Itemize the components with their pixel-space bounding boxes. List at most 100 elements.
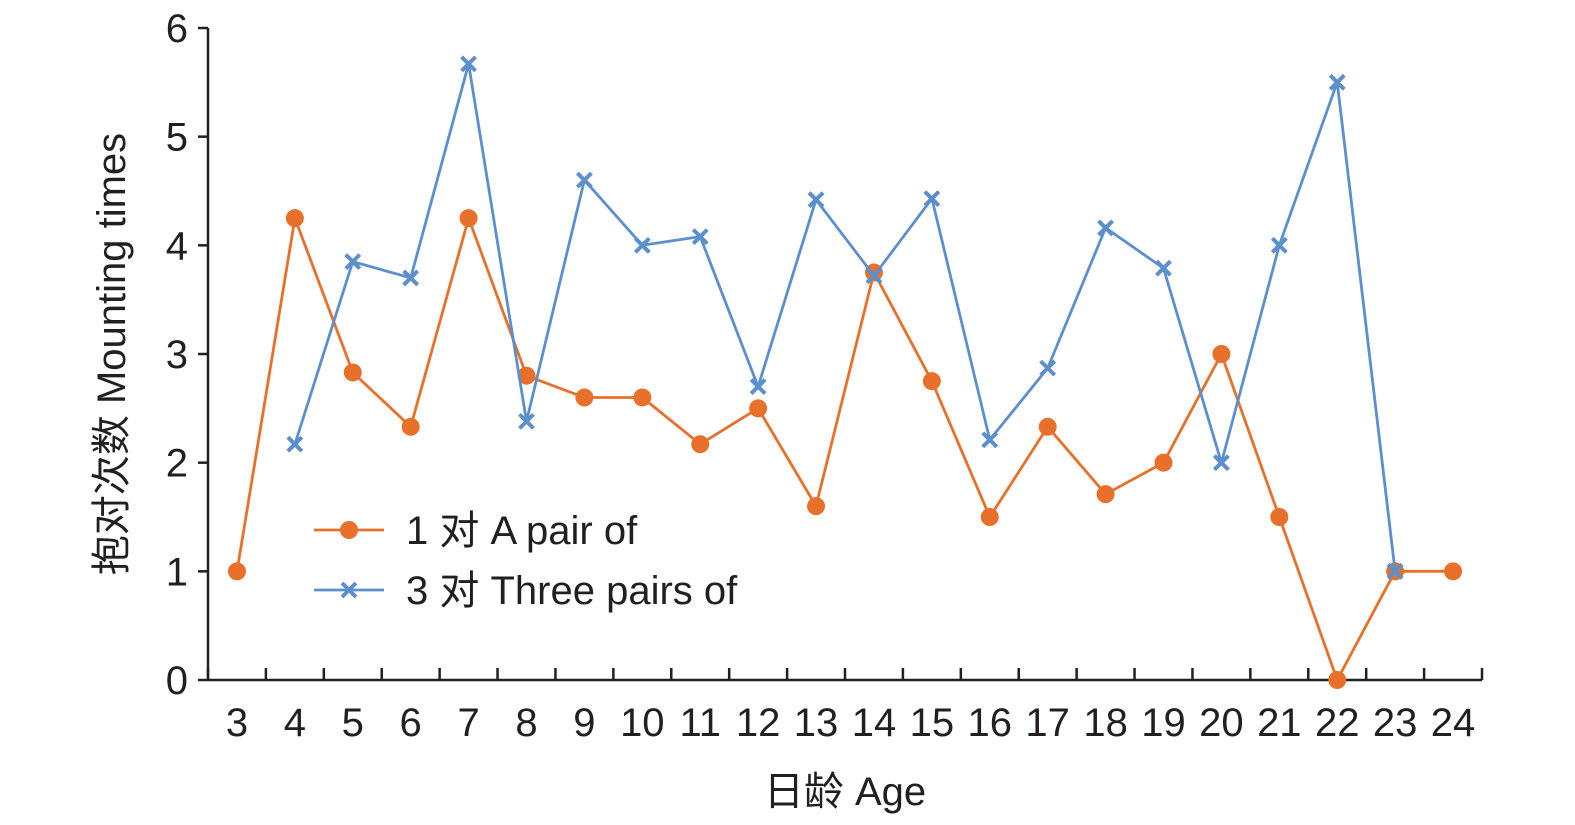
x-axis-title: 日龄 Age xyxy=(764,770,926,814)
data-point xyxy=(1444,562,1463,581)
data-point xyxy=(1097,219,1115,237)
data-point xyxy=(285,209,304,228)
data-point-stroke xyxy=(691,228,709,246)
data-point-stroke xyxy=(518,412,535,430)
x-tick-label: 23 xyxy=(1373,701,1418,745)
data-point xyxy=(691,435,710,454)
data-point xyxy=(1328,73,1346,91)
data-point xyxy=(517,366,536,385)
data-point-stroke xyxy=(1039,359,1057,377)
legend-label: 3 对 Three pairs of xyxy=(406,569,738,613)
x-tick-label: 19 xyxy=(1141,701,1186,745)
series-line xyxy=(235,216,1453,682)
data-point-stroke xyxy=(1155,259,1172,277)
data-point xyxy=(749,399,768,418)
data-point xyxy=(922,372,941,391)
x-tick-label: 17 xyxy=(1025,701,1070,745)
legend-item: 1 对 A pair of xyxy=(314,509,638,553)
data-point-stroke xyxy=(807,191,825,209)
data-point-stroke xyxy=(1386,562,1404,580)
data-point xyxy=(286,435,304,453)
x-ticks: 3 4 5 6 7 8 9 10 11 12 13 14 15 16 17 18 19 20 21 22 23 24 xyxy=(206,668,1484,745)
data-point-stroke xyxy=(1097,219,1115,237)
x-tick-label: 16 xyxy=(968,701,1013,745)
data-point-stroke xyxy=(865,267,883,285)
data-point xyxy=(1038,417,1057,436)
data-point xyxy=(1212,345,1231,363)
data-point-stroke xyxy=(749,378,767,396)
data-point xyxy=(691,228,709,246)
y-tick-label: 6 xyxy=(166,7,188,51)
data-point xyxy=(1270,508,1289,526)
data-point xyxy=(1270,236,1288,254)
data-point-stroke xyxy=(1270,236,1288,254)
x-tick-label: 18 xyxy=(1083,701,1128,745)
x-tick-label: 4 xyxy=(284,701,306,745)
data-point xyxy=(807,497,826,516)
data-point-stroke xyxy=(402,269,420,287)
y-tick-label: 1 xyxy=(166,550,188,594)
y-axis-title: 抱对次数 Mounting times xyxy=(90,133,134,575)
x-tick-label: 24 xyxy=(1431,701,1476,745)
data-point-stroke xyxy=(286,435,304,453)
x-tick-label: 8 xyxy=(515,701,537,745)
x-tick-label: 12 xyxy=(736,701,781,745)
data-point xyxy=(575,388,594,407)
data-point xyxy=(340,581,358,599)
data-point xyxy=(1155,259,1172,277)
legend-label: 1 对 A pair of xyxy=(406,509,638,553)
data-point-stroke xyxy=(981,431,999,449)
data-point-stroke xyxy=(1212,454,1230,472)
data-point xyxy=(865,267,883,285)
y-tick-label: 4 xyxy=(166,224,188,268)
data-point xyxy=(460,55,478,73)
data-point xyxy=(749,378,767,396)
data-point xyxy=(807,191,825,209)
series-layer xyxy=(227,55,1463,689)
x-tick-label: 15 xyxy=(910,701,955,745)
x-tick-label: 22 xyxy=(1315,701,1360,745)
data-point xyxy=(402,269,420,287)
data-point xyxy=(1096,485,1115,504)
data-point xyxy=(575,171,593,189)
data-point-stroke xyxy=(923,190,941,208)
data-point-stroke xyxy=(344,253,362,271)
data-point xyxy=(340,521,358,539)
y-tick-label: 0 xyxy=(166,659,188,703)
x-tick-label: 11 xyxy=(679,701,721,745)
legend: 1 对 A pair of 3 对 Three pairs of xyxy=(314,509,738,613)
y-tick-label: 2 xyxy=(166,442,188,486)
data-point xyxy=(401,417,420,436)
y-tick-label: 5 xyxy=(166,116,188,160)
data-point xyxy=(459,209,478,228)
y-tick-label: 3 xyxy=(166,333,188,377)
data-point xyxy=(980,508,999,526)
data-point-stroke xyxy=(340,581,358,599)
data-point-stroke xyxy=(575,171,593,189)
x-tick-label: 13 xyxy=(794,701,839,745)
data-point xyxy=(1386,562,1404,580)
data-point xyxy=(633,388,652,407)
data-point-stroke xyxy=(460,55,478,73)
y-ticks: 0 1 2 3 4 5 6 xyxy=(166,7,208,703)
data-point xyxy=(344,253,362,271)
data-point xyxy=(1212,454,1230,472)
data-point xyxy=(343,363,362,382)
series-line xyxy=(293,62,1397,572)
data-point xyxy=(1154,453,1173,472)
x-tick-label: 3 xyxy=(226,701,248,745)
data-point-stroke xyxy=(1328,73,1346,91)
x-tick-label: 14 xyxy=(852,701,897,745)
x-tick-label: 7 xyxy=(457,701,479,745)
data-point xyxy=(1328,671,1347,689)
data-point xyxy=(227,562,246,581)
data-point xyxy=(923,190,941,208)
data-point xyxy=(981,431,999,449)
x-tick-label: 21 xyxy=(1257,701,1302,745)
series-2 xyxy=(286,55,1404,580)
x-tick-label: 10 xyxy=(620,701,665,745)
data-point xyxy=(1039,359,1057,377)
data-point-stroke xyxy=(633,236,651,254)
